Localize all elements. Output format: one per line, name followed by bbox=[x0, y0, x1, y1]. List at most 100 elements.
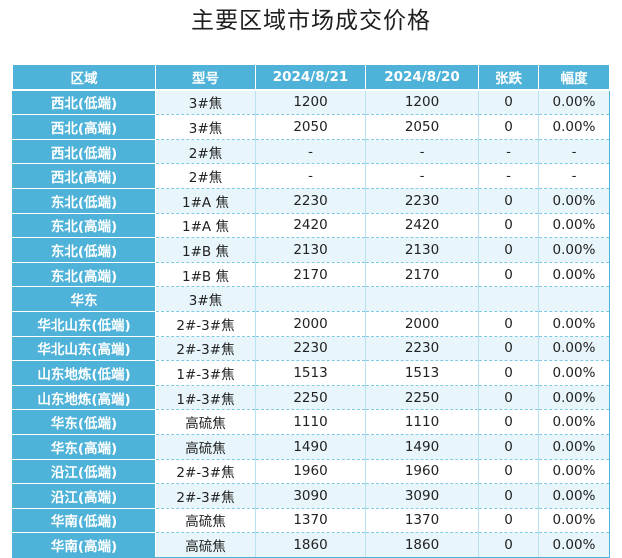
percent-cell: - bbox=[538, 138, 610, 165]
change-cell: 0 bbox=[478, 507, 539, 534]
model-cell: 1#A 焦 bbox=[155, 212, 256, 239]
region-cell: 东北(低端) bbox=[12, 187, 156, 214]
header-percent: 幅度 bbox=[538, 63, 610, 91]
percent-cell: 0.00% bbox=[538, 409, 610, 435]
price-previous-cell bbox=[365, 286, 479, 312]
model-cell: 3#焦 bbox=[155, 114, 256, 140]
region-cell: 西北(高端) bbox=[12, 114, 156, 140]
change-cell: 0 bbox=[478, 360, 539, 386]
percent-cell: 0.00% bbox=[538, 458, 610, 485]
table-row: 华东(高端) 高硫焦 1490 1490 0 0.00% bbox=[12, 433, 610, 460]
table-row: 东北(高端) 1#B 焦 2170 2170 0 0.00% bbox=[12, 261, 610, 288]
table-row: 华东 3#焦 bbox=[12, 286, 610, 312]
model-cell: 1#B 焦 bbox=[155, 237, 256, 263]
model-cell: 2#-3#焦 bbox=[155, 483, 256, 509]
model-cell: 2#-3#焦 bbox=[155, 310, 256, 337]
table-row: 华北山东(高端) 2#-3#焦 2230 2230 0 0.00% bbox=[12, 335, 610, 362]
price-previous-cell: 2250 bbox=[365, 384, 479, 411]
table-row: 西北(高端) 3#焦 2050 2050 0 0.00% bbox=[12, 114, 610, 140]
change-cell: 0 bbox=[478, 187, 539, 214]
price-current-cell: 1960 bbox=[255, 458, 366, 485]
model-cell: 2#-3#焦 bbox=[155, 335, 256, 362]
price-current-cell: 2000 bbox=[255, 310, 366, 337]
price-table: 区域 型号 2024/8/21 2024/8/20 张跌 幅度 西北(低端) 3#… bbox=[12, 63, 610, 558]
price-previous-cell: 3090 bbox=[365, 483, 479, 509]
percent-cell: 0.00% bbox=[538, 532, 610, 558]
price-previous-cell: 2170 bbox=[365, 261, 479, 288]
region-cell: 山东地炼(高端) bbox=[12, 384, 156, 411]
model-cell: 高硫焦 bbox=[155, 409, 256, 435]
model-cell: 2#-3#焦 bbox=[155, 458, 256, 485]
percent-cell bbox=[538, 286, 610, 312]
header-date-previous: 2024/8/20 bbox=[365, 63, 479, 91]
region-cell: 华东(高端) bbox=[12, 433, 156, 460]
change-cell: 0 bbox=[478, 384, 539, 411]
percent-cell: 0.00% bbox=[538, 212, 610, 239]
price-previous-cell: 2050 bbox=[365, 114, 479, 140]
model-cell: 1#B 焦 bbox=[155, 261, 256, 288]
price-previous-cell: 1200 bbox=[365, 89, 479, 116]
model-cell: 高硫焦 bbox=[155, 433, 256, 460]
region-cell: 西北(低端) bbox=[12, 138, 156, 165]
price-current-cell: 1513 bbox=[255, 360, 366, 386]
price-current-cell: 2230 bbox=[255, 335, 366, 362]
change-cell: 0 bbox=[478, 409, 539, 435]
price-current-cell: 1200 bbox=[255, 89, 366, 116]
change-cell: - bbox=[478, 163, 539, 189]
percent-cell: 0.00% bbox=[538, 310, 610, 337]
model-cell: 3#焦 bbox=[155, 286, 256, 312]
percent-cell: 0.00% bbox=[538, 89, 610, 116]
region-cell: 东北(高端) bbox=[12, 212, 156, 239]
price-current-cell: - bbox=[255, 163, 366, 189]
percent-cell: 0.00% bbox=[538, 360, 610, 386]
table-row: 西北(高端) 2#焦 - - - - bbox=[12, 163, 610, 189]
change-cell: 0 bbox=[478, 335, 539, 362]
percent-cell: 0.00% bbox=[538, 261, 610, 288]
price-previous-cell: 2000 bbox=[365, 310, 479, 337]
price-previous-cell: 2130 bbox=[365, 237, 479, 263]
table-row: 东北(低端) 1#A 焦 2230 2230 0 0.00% bbox=[12, 187, 610, 214]
table-row: 沿江(低端) 2#-3#焦 1960 1960 0 0.00% bbox=[12, 458, 610, 485]
table-body: 西北(低端) 3#焦 1200 1200 0 0.00% 西北(高端) 3#焦 2050 2050… bbox=[12, 89, 610, 558]
region-cell: 华北山东(高端) bbox=[12, 335, 156, 362]
table-row: 西北(低端) 2#焦 - - - - bbox=[12, 138, 610, 165]
table-row: 东北(高端) 1#A 焦 2420 2420 0 0.00% bbox=[12, 212, 610, 239]
price-previous-cell: 2420 bbox=[365, 212, 479, 239]
table-header-row: 区域 型号 2024/8/21 2024/8/20 张跌 幅度 bbox=[12, 63, 610, 91]
region-cell: 华北山东(低端) bbox=[12, 310, 156, 337]
change-cell: 0 bbox=[478, 310, 539, 337]
region-cell: 华南(低端) bbox=[12, 507, 156, 534]
model-cell: 1#-3#焦 bbox=[155, 384, 256, 411]
table-row: 沿江(高端) 2#-3#焦 3090 3090 0 0.00% bbox=[12, 483, 610, 509]
price-current-cell: - bbox=[255, 138, 366, 165]
price-current-cell: 2130 bbox=[255, 237, 366, 263]
region-cell: 西北(低端) bbox=[12, 89, 156, 116]
price-previous-cell: 1513 bbox=[365, 360, 479, 386]
region-cell: 东北(高端) bbox=[12, 261, 156, 288]
percent-cell: - bbox=[538, 163, 610, 189]
model-cell: 2#焦 bbox=[155, 138, 256, 165]
price-previous-cell: - bbox=[365, 138, 479, 165]
price-current-cell: 2250 bbox=[255, 384, 366, 411]
change-cell: 0 bbox=[478, 433, 539, 460]
change-cell: 0 bbox=[478, 261, 539, 288]
change-cell: 0 bbox=[478, 212, 539, 239]
change-cell: 0 bbox=[478, 458, 539, 485]
region-cell: 东北(低端) bbox=[12, 237, 156, 263]
table-row: 东北(低端) 1#B 焦 2130 2130 0 0.00% bbox=[12, 237, 610, 263]
price-previous-cell: - bbox=[365, 163, 479, 189]
region-cell: 山东地炼(低端) bbox=[12, 360, 156, 386]
percent-cell: 0.00% bbox=[538, 237, 610, 263]
price-current-cell: 2170 bbox=[255, 261, 366, 288]
header-region: 区域 bbox=[12, 63, 156, 91]
region-cell: 西北(高端) bbox=[12, 163, 156, 189]
change-cell: 0 bbox=[478, 483, 539, 509]
percent-cell: 0.00% bbox=[538, 433, 610, 460]
price-current-cell: 1490 bbox=[255, 433, 366, 460]
price-previous-cell: 1110 bbox=[365, 409, 479, 435]
price-current-cell: 1370 bbox=[255, 507, 366, 534]
table-row: 华南(低端) 高硫焦 1370 1370 0 0.00% bbox=[12, 507, 610, 534]
price-previous-cell: 2230 bbox=[365, 187, 479, 214]
table-row: 山东地炼(高端) 1#-3#焦 2250 2250 0 0.00% bbox=[12, 384, 610, 411]
percent-cell: 0.00% bbox=[538, 114, 610, 140]
